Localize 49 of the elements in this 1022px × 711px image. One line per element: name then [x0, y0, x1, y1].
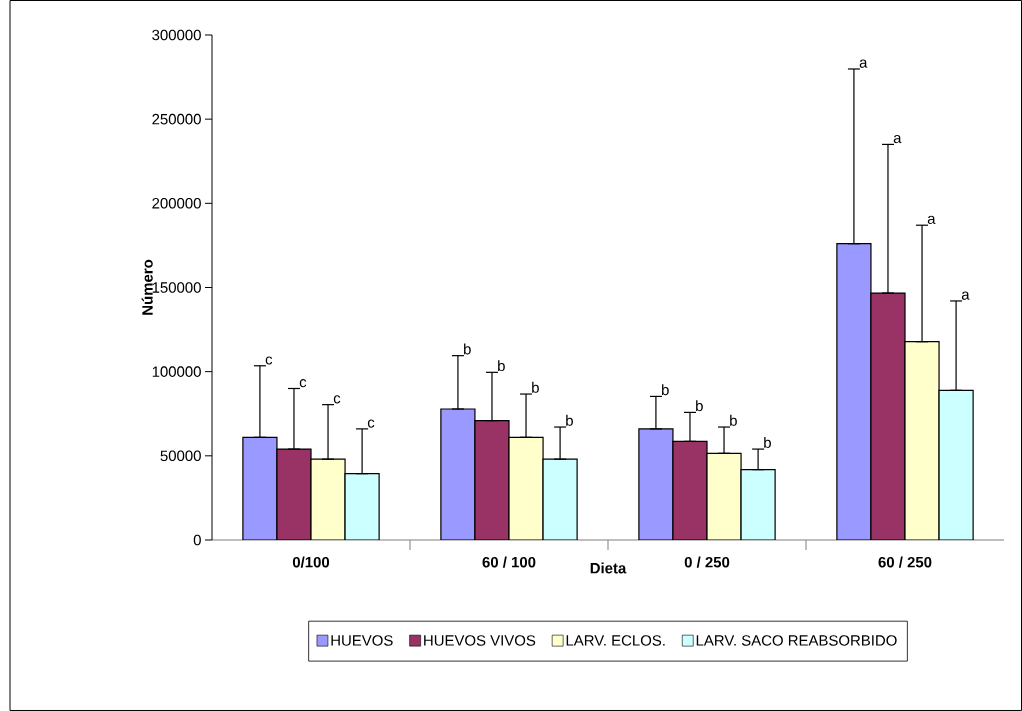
y-axis-title: Número	[141, 259, 153, 315]
bar	[344, 473, 380, 540]
annotation: a	[859, 59, 868, 68]
bar	[638, 428, 673, 540]
y-tick-label: 300000	[152, 29, 201, 41]
x-tick-label: 60 / 100	[482, 556, 536, 568]
annotation: b	[764, 436, 771, 448]
annotation: b	[730, 414, 737, 426]
y-tick-label: 100000	[152, 366, 201, 377]
annotation: a	[961, 291, 970, 300]
x-tick-label: 60 / 250	[878, 556, 932, 568]
x-tick-label: 0/100	[292, 556, 330, 568]
annotation: b	[532, 381, 539, 393]
annotation: b	[662, 384, 669, 396]
x-axis-title: Dieta	[590, 562, 627, 574]
legend-label: LARV. SACO REABSORBIDO	[696, 635, 897, 646]
annotation: b	[498, 360, 505, 372]
bar	[870, 292, 906, 540]
annotation: c	[367, 419, 375, 428]
legend-label: HUEVOS	[331, 635, 393, 646]
y-tick-label: 250000	[152, 113, 201, 125]
bar	[741, 469, 776, 540]
y-tick-label: 200000	[152, 198, 201, 209]
y-tick-label: 50000	[160, 450, 201, 462]
y-tick-label: 0	[193, 534, 201, 546]
bar	[938, 389, 974, 540]
bar	[542, 458, 578, 540]
bar	[474, 420, 510, 540]
bar	[310, 458, 346, 540]
annotation: b	[464, 343, 471, 355]
bar	[276, 448, 312, 540]
annotation: b	[566, 414, 573, 426]
bar	[440, 408, 476, 540]
bar	[242, 436, 278, 540]
legend-label: HUEVOS VIVOS	[424, 635, 536, 646]
annotation: c	[333, 395, 341, 404]
annotation: c	[265, 356, 273, 365]
y-tick-label: 150000	[152, 282, 201, 293]
bar	[707, 453, 742, 540]
bar	[508, 436, 544, 540]
annotation: c	[299, 379, 307, 388]
annotation: b	[696, 400, 703, 412]
bar	[672, 441, 708, 540]
bar	[904, 341, 940, 540]
x-tick-label: 0 / 250	[684, 556, 730, 568]
annotation: a	[893, 135, 902, 144]
legend-label: LARV. ECLOS.	[566, 635, 665, 646]
annotation: a	[927, 215, 936, 224]
bar	[836, 243, 872, 540]
